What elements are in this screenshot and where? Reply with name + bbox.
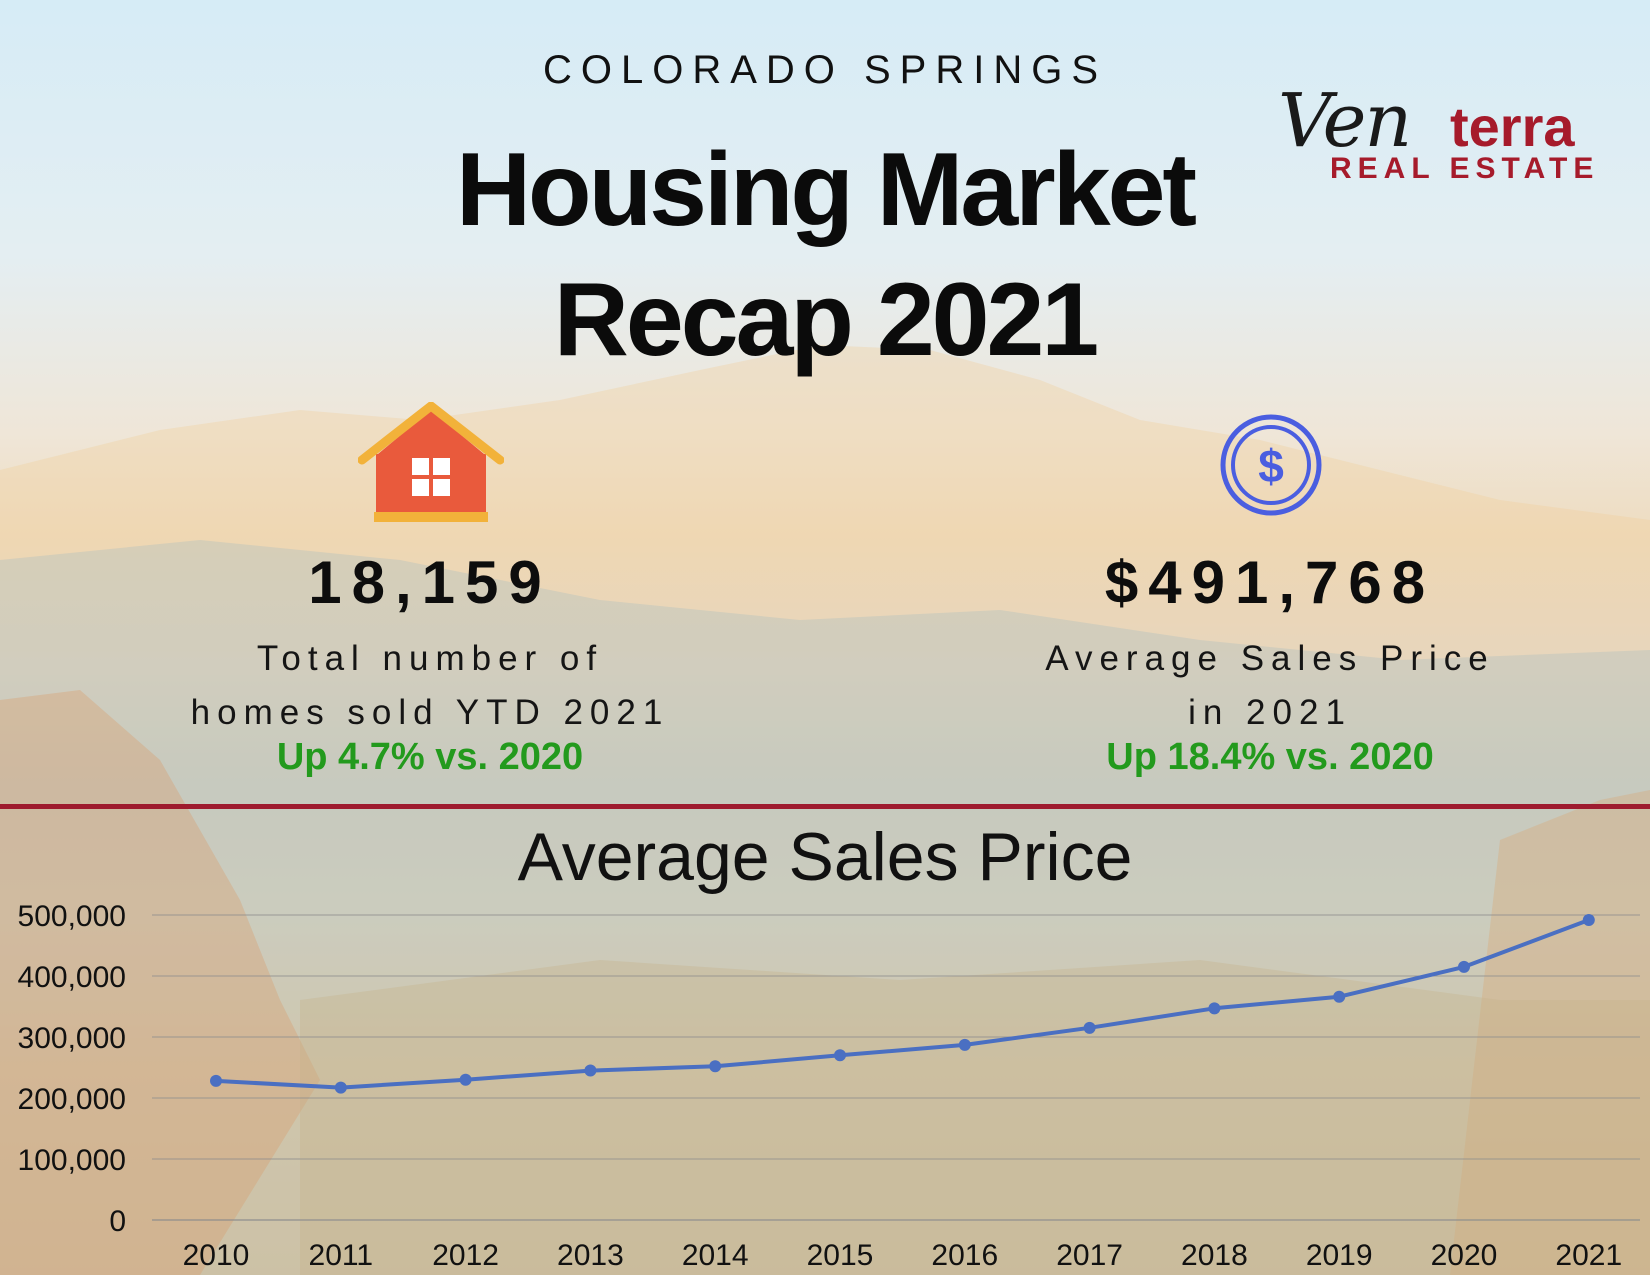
x-tick-label: 2017 xyxy=(1056,1239,1123,1272)
y-tick-label: 200,000 xyxy=(18,1083,126,1116)
data-point xyxy=(210,1074,222,1087)
y-tick-label: 0 xyxy=(109,1205,126,1238)
logo-script-text: Ven xyxy=(1278,78,1412,164)
average-sales-price-chart: 0 100,000 200,000 300,000 400,000 500,000 201… xyxy=(18,900,1640,1272)
chart-points xyxy=(210,914,1595,1094)
venterra-logo: Ven terra REAL ESTATE xyxy=(1270,78,1610,198)
section-divider xyxy=(0,804,1650,809)
y-tick-label: 100,000 xyxy=(18,1144,126,1177)
data-point xyxy=(834,1049,846,1062)
homes-sold-desc-line2: homes sold YTD 2021 xyxy=(190,693,670,732)
avg-price-desc-line1: Average Sales Price xyxy=(1045,639,1495,678)
data-point xyxy=(709,1060,722,1073)
x-tick-label: 2010 xyxy=(183,1239,250,1272)
data-point xyxy=(958,1038,971,1051)
page-title-line1: Housing Market xyxy=(455,132,1197,248)
x-tick-label: 2011 xyxy=(309,1239,374,1272)
logo-bold-text: terra xyxy=(1450,95,1575,158)
x-tick-label: 2016 xyxy=(931,1239,998,1272)
x-tick-label: 2012 xyxy=(432,1239,499,1272)
avg-price-value: $491,768 xyxy=(1104,549,1436,616)
dollar-icon: $ xyxy=(1220,414,1322,516)
x-tick-label: 2020 xyxy=(1431,1239,1498,1272)
data-point xyxy=(584,1064,597,1077)
avg-price-change: Up 18.4% vs. 2020 xyxy=(1106,736,1434,778)
series-line xyxy=(215,918,1590,1090)
page-title-line2: Recap 2021 xyxy=(553,262,1099,378)
x-tick-label: 2021 xyxy=(1555,1239,1622,1272)
svg-text:$: $ xyxy=(1258,440,1284,492)
data-point xyxy=(1582,914,1595,927)
y-tick-label: 300,000 xyxy=(18,1022,126,1055)
chart-y-axis: 0 100,000 200,000 300,000 400,000 500,000 xyxy=(18,900,126,1238)
homes-sold-change: Up 4.7% vs. 2020 xyxy=(276,736,584,778)
chart-gridlines xyxy=(152,914,1640,1221)
city-kicker: COLORADO SPRINGS xyxy=(542,48,1108,92)
chart-x-axis: 2010 2011 2012 2013 2014 2015 2016 2017 2018 2019… xyxy=(183,1239,1623,1272)
data-point xyxy=(459,1073,472,1086)
data-point xyxy=(1208,1002,1221,1015)
logo-subtitle: REAL ESTATE xyxy=(1330,152,1600,185)
homes-sold-value: 18,159 xyxy=(308,549,552,616)
data-point xyxy=(1458,960,1470,973)
x-tick-label: 2019 xyxy=(1306,1239,1373,1272)
avg-price-desc-line2: in 2021 xyxy=(1188,693,1352,732)
y-tick-label: 400,000 xyxy=(18,961,126,994)
chart-title: Average Sales Price xyxy=(517,819,1133,895)
data-point xyxy=(334,1081,347,1094)
data-point xyxy=(1333,990,1346,1003)
x-tick-label: 2018 xyxy=(1181,1239,1248,1272)
x-tick-label: 2014 xyxy=(682,1239,749,1272)
homes-sold-desc-line1: Total number of xyxy=(256,639,604,678)
y-tick-label: 500,000 xyxy=(18,900,126,933)
data-point xyxy=(1083,1021,1096,1034)
x-tick-label: 2015 xyxy=(807,1239,874,1272)
x-tick-label: 2013 xyxy=(557,1239,624,1272)
house-icon xyxy=(358,402,504,522)
